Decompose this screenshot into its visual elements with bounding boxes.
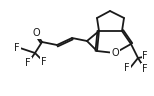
Text: F: F [142, 51, 148, 61]
Text: F: F [124, 63, 130, 73]
Text: O: O [32, 28, 40, 38]
Text: F: F [142, 64, 148, 74]
Text: F: F [25, 58, 31, 68]
Text: F: F [14, 43, 20, 53]
Text: O: O [111, 48, 119, 58]
Text: F: F [41, 57, 47, 67]
